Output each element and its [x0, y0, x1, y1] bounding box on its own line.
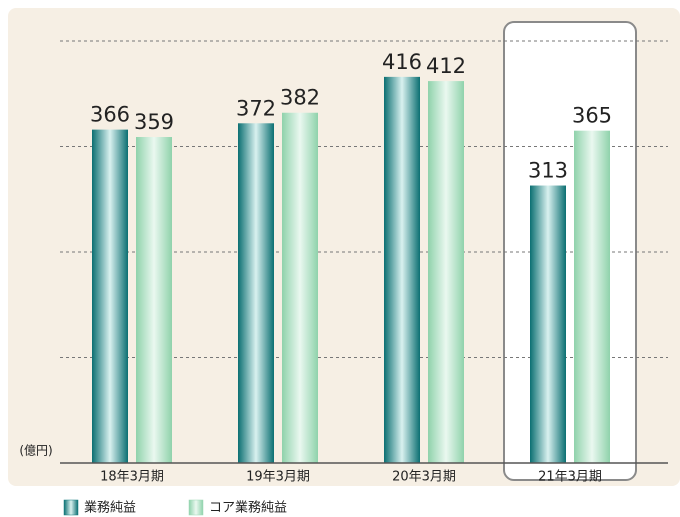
bar	[530, 185, 566, 463]
value-label: 372	[236, 96, 276, 120]
x-tick-label: 18年3月期	[100, 470, 164, 485]
unit-label: (億円)	[19, 444, 52, 458]
bar	[282, 112, 318, 464]
legend-swatch	[63, 499, 79, 516]
value-label: 382	[280, 86, 320, 110]
bar	[428, 81, 464, 463]
value-label: 416	[382, 50, 422, 74]
bar	[238, 123, 274, 463]
x-tick-label: 21年3月期	[538, 470, 602, 485]
value-label: 412	[426, 54, 466, 78]
bar	[574, 130, 610, 464]
bar	[384, 76, 420, 464]
legend-label: 業務純益	[84, 500, 136, 516]
bar	[92, 129, 128, 463]
highlight-box	[503, 21, 637, 481]
value-label: 365	[572, 104, 612, 128]
value-label: 359	[134, 110, 174, 134]
bar	[136, 137, 172, 463]
legend-label: コア業務純益	[209, 500, 287, 516]
value-label: 366	[90, 103, 130, 127]
x-tick-label: 20年3月期	[392, 470, 456, 485]
value-label: 313	[528, 159, 568, 183]
legend-swatch	[188, 499, 204, 516]
x-tick-label: 19年3月期	[246, 470, 310, 485]
